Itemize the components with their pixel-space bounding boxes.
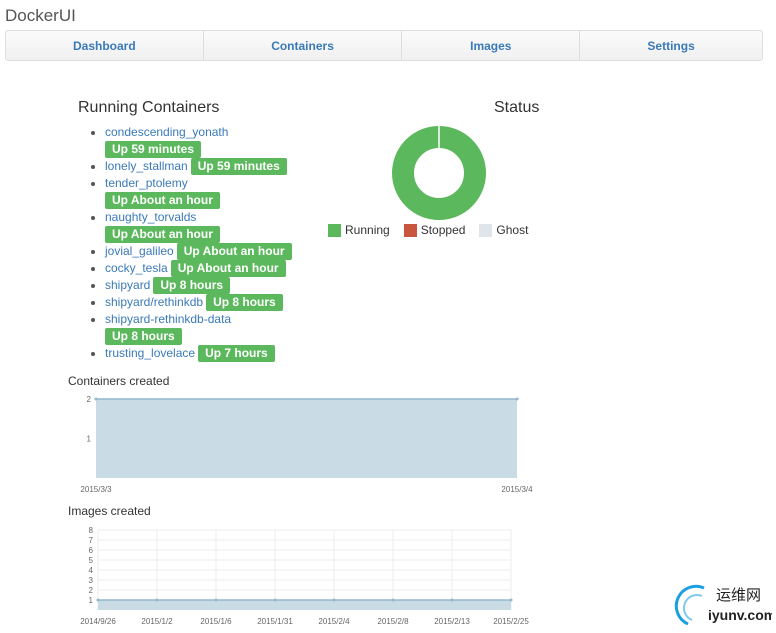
watermark-logo: 运维网 iyunv.com — [672, 580, 776, 628]
data-point — [515, 397, 519, 401]
container-link[interactable]: lonely_stallman — [105, 159, 188, 173]
container-link[interactable]: naughty_torvalds — [105, 210, 197, 224]
x-tick-label: 2015/2/25 — [493, 617, 529, 626]
legend-label: Stopped — [420, 223, 466, 237]
containers-created-chart: 2 1 2015/3/3 2015/3/4 — [80, 395, 533, 494]
data-point — [450, 598, 454, 602]
container-link[interactable]: shipyard — [105, 278, 151, 292]
y-tick-label: 1 — [87, 435, 92, 444]
y-tick-label: 4 — [89, 566, 94, 575]
x-tick-label: 2015/1/31 — [257, 617, 293, 626]
container-item: tender_ptolemy Up About an hour — [105, 175, 335, 209]
watermark-cn: 运维网 — [716, 587, 761, 604]
y-tick-label: 3 — [89, 576, 94, 585]
x-tick-label: 2014/9/26 — [80, 617, 116, 626]
container-link[interactable]: trusting_lovelace — [105, 346, 196, 360]
container-status-badge: Up About an hour — [105, 192, 220, 209]
legend-swatch — [479, 223, 493, 237]
container-status-badge: Up About an hour — [105, 226, 220, 243]
status-donut-chart — [392, 126, 486, 220]
data-point — [96, 598, 100, 602]
data-point — [509, 598, 513, 602]
container-link[interactable]: tender_ptolemy — [105, 176, 188, 190]
container-item: naughty_torvalds Up About an hour — [105, 209, 335, 243]
images-created-title: Images created — [68, 504, 151, 518]
data-point — [332, 598, 336, 602]
data-point — [273, 598, 277, 602]
y-tick-label: 5 — [89, 556, 94, 565]
container-link[interactable]: condescending_yonath — [105, 125, 229, 139]
container-status-badge: Up 59 minutes — [190, 158, 287, 175]
container-link[interactable]: jovial_galileo — [105, 244, 174, 258]
legend-label: Running — [345, 223, 390, 237]
legend-item: Ghost — [479, 223, 528, 237]
legend-item: Stopped — [403, 223, 466, 237]
container-status-badge: Up 8 hours — [153, 277, 231, 294]
x-tick-label: 2015/3/3 — [80, 485, 112, 494]
nav-settings[interactable]: Settings — [647, 38, 695, 53]
status-heading: Status — [494, 99, 540, 116]
x-tick-label: 2015/2/8 — [377, 617, 409, 626]
data-point — [391, 598, 395, 602]
x-tick-label: 2015/2/13 — [434, 617, 470, 626]
app-title[interactable]: DockerUI — [5, 6, 76, 25]
legend-label: Ghost — [496, 223, 529, 237]
y-tick-label: 2 — [89, 586, 94, 595]
legend-swatch — [328, 223, 341, 237]
legend-item: Running — [328, 223, 390, 237]
y-tick-label: 6 — [89, 546, 94, 555]
container-item: condescending_yonath Up 59 minutes — [105, 124, 335, 158]
container-status-badge: Up 59 minutes — [105, 141, 202, 158]
y-tick-label: 8 — [89, 526, 94, 535]
y-tick-label: 1 — [89, 596, 94, 605]
nav-dashboard[interactable]: Dashboard — [6, 31, 204, 60]
status-legend: Running Stopped Ghost — [328, 223, 542, 237]
y-tick-label: 7 — [89, 536, 94, 545]
nav-containers[interactable]: Containers — [204, 31, 403, 60]
area-fill — [98, 600, 511, 610]
nav-images[interactable]: Images — [402, 31, 581, 60]
containers-created-title: Containers created — [68, 374, 170, 388]
x-tick-label: 2015/2/4 — [318, 617, 350, 626]
main-nav: Dashboard Containers Images Settings — [5, 30, 763, 61]
data-point — [214, 598, 218, 602]
data-point — [94, 397, 98, 401]
container-status-badge: Up About an hour — [170, 260, 286, 277]
container-status-badge: Up 7 hours — [198, 345, 275, 362]
container-item: shipyard-rethinkdb-data Up 8 hours — [105, 311, 335, 345]
x-tick-label: 2015/1/2 — [141, 617, 173, 626]
data-point — [155, 598, 159, 602]
container-link[interactable]: shipyard-rethinkdb-data — [105, 312, 232, 326]
legend-swatch — [403, 223, 417, 237]
y-tick-label: 2 — [87, 395, 92, 404]
container-status-badge: Up About an hour — [176, 243, 292, 260]
container-status-badge: Up 8 hours — [105, 328, 182, 345]
container-status-badge: Up 8 hours — [206, 294, 283, 311]
container-link[interactable]: shipyard/rethinkdb — [105, 295, 204, 309]
running-containers-heading: Running Containers — [78, 99, 220, 116]
x-tick-label: 2015/3/4 — [501, 485, 533, 494]
watermark-en: iyunv.com — [708, 607, 772, 623]
running-containers-list: condescending_yonath Up 59 minuteslonely_… — [87, 124, 335, 362]
container-link[interactable]: cocky_tesla — [105, 261, 168, 275]
x-tick-label: 2015/1/6 — [200, 617, 232, 626]
area-fill — [96, 399, 517, 478]
